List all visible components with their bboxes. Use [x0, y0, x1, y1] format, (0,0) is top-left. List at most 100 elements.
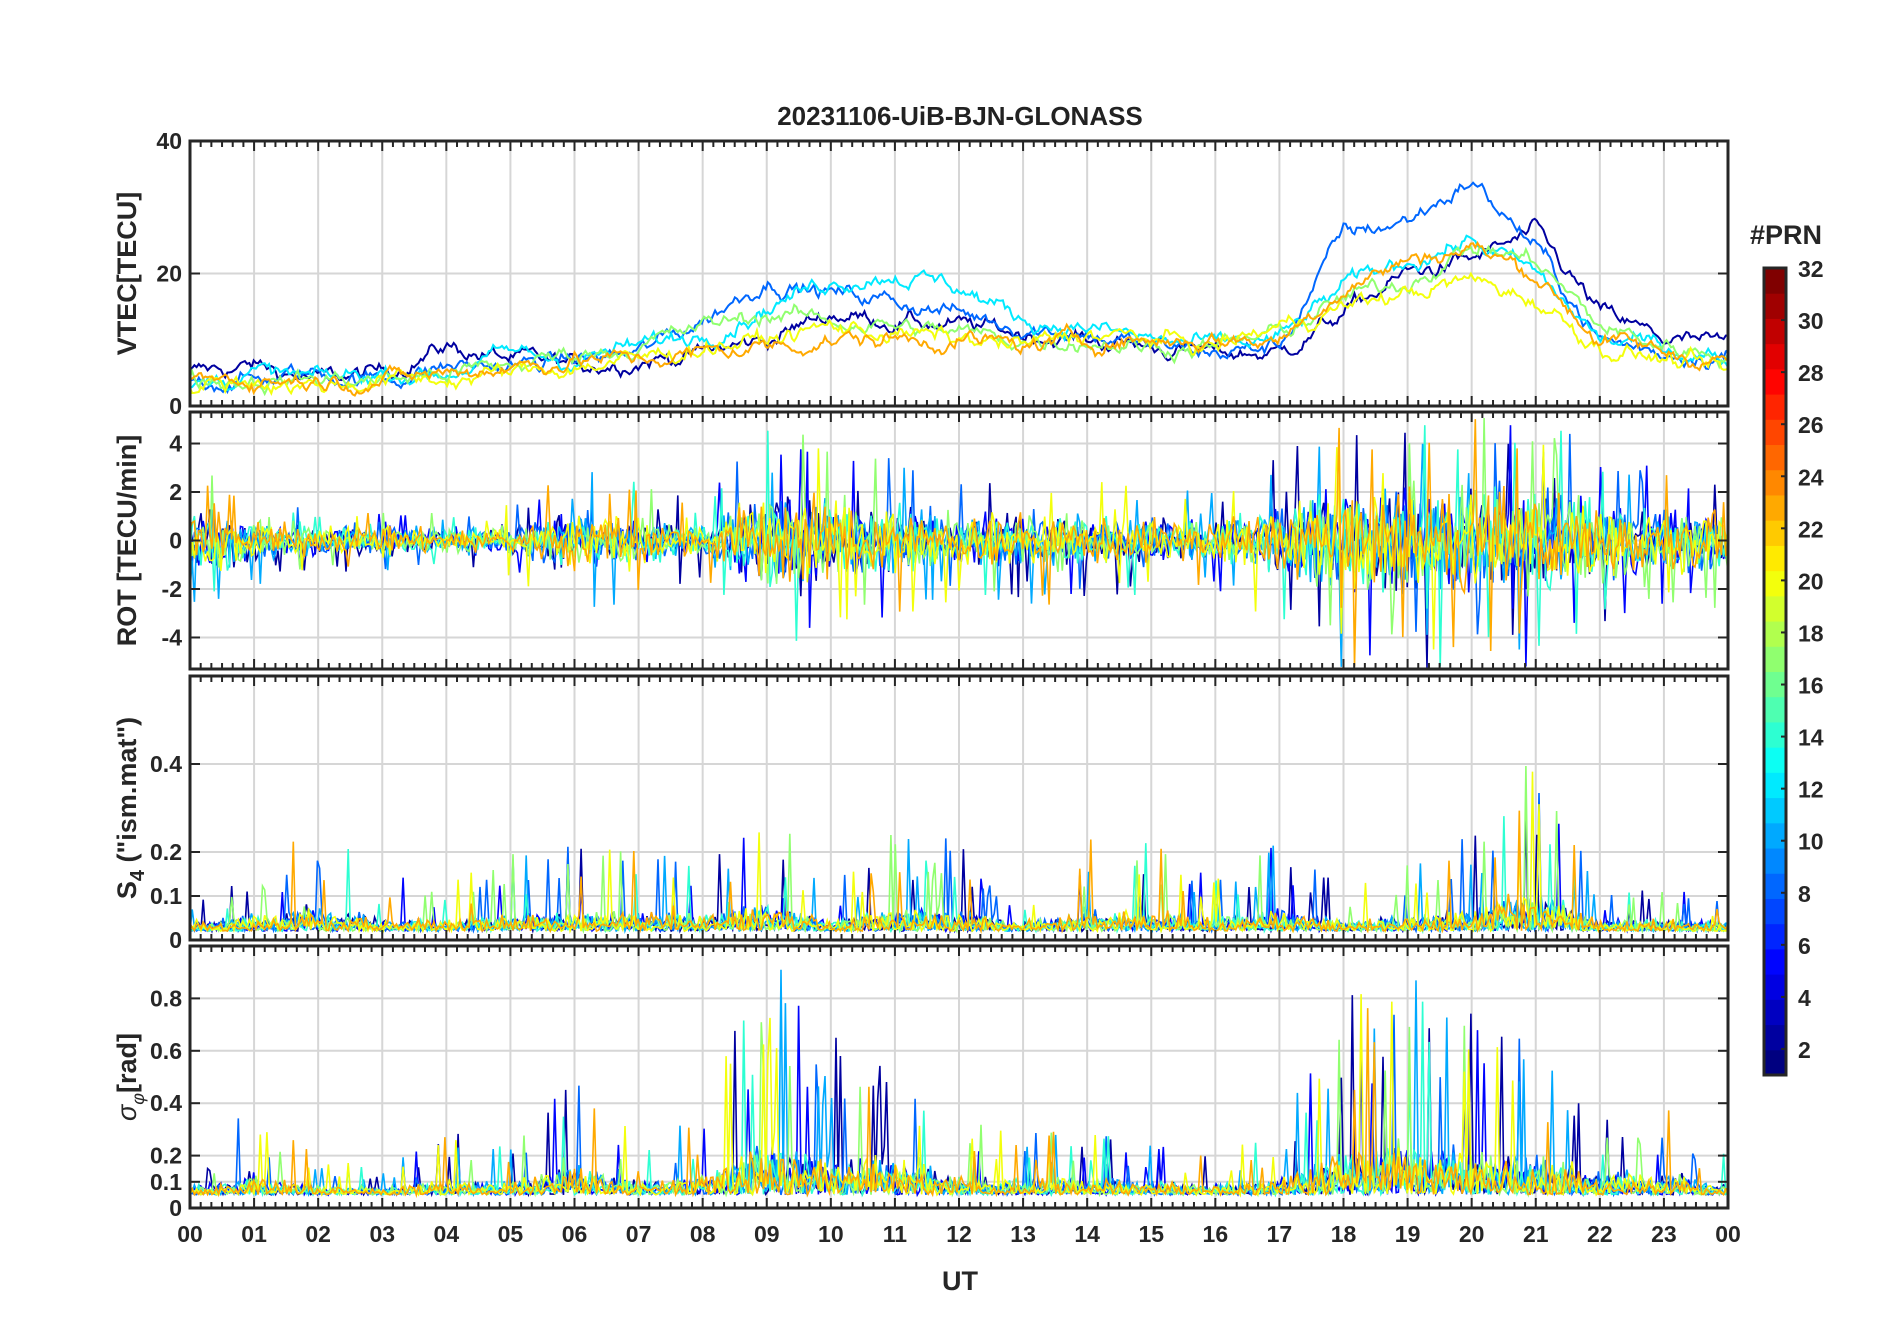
colorbar-segment — [1764, 394, 1786, 420]
colorbar-tick-label: 28 — [1798, 360, 1824, 386]
y-tick-label: 4 — [169, 431, 182, 457]
colorbar-tick-label: 12 — [1798, 777, 1824, 803]
colorbar-tick-label: 24 — [1798, 464, 1824, 490]
x-tick-label: 18 — [1331, 1221, 1357, 1247]
colorbar-segment — [1764, 545, 1786, 572]
series-line-prn-20 — [190, 994, 1728, 1198]
y-tick-label: 0.1 — [150, 883, 182, 909]
y-tick-label: 0.4 — [150, 1090, 182, 1116]
y-axis-label-rot: ROT [TECU/min] — [112, 435, 142, 646]
y-tick-label: 0 — [169, 927, 182, 953]
colorbar-segment — [1764, 293, 1786, 319]
series-group-vtec — [190, 181, 1728, 397]
x-tick-label: 13 — [1010, 1221, 1036, 1247]
y-tick-label: 0.2 — [150, 839, 182, 865]
y-tick-label: 0 — [169, 393, 182, 419]
x-tick-label: 17 — [1267, 1221, 1293, 1247]
colorbar-segment — [1764, 268, 1786, 294]
colorbar-segment — [1764, 494, 1786, 521]
x-axis-label: UT — [942, 1266, 978, 1296]
axes-frame — [188, 410, 1730, 671]
series-line-prn-23 — [190, 240, 1728, 397]
colorbar-segment — [1764, 469, 1786, 496]
colorbar-tick-label: 22 — [1798, 516, 1824, 542]
colorbar-segment — [1764, 621, 1786, 647]
y-tick-label: 40 — [156, 128, 182, 154]
panel-vtec: 0 20 40 VTEC[TECU] — [112, 128, 1730, 419]
x-tick-label: 01 — [241, 1221, 267, 1247]
x-tick-label: 20 — [1459, 1221, 1485, 1247]
x-tick-label: 19 — [1395, 1221, 1421, 1247]
y-tick-label: 0 — [169, 528, 182, 554]
x-tick-label: 00 — [1715, 1221, 1741, 1247]
colorbar-segment — [1764, 671, 1786, 698]
x-axis: UT 00 01 02 03 04 05 06 07 08 09 10 11 12 13 14 15 16 17 1… — [177, 1221, 1741, 1296]
panel-rot: -4 -2 0 2 4 ROT [TECU/min] — [112, 410, 1730, 671]
colorbar-segment — [1764, 343, 1786, 370]
colorbar-segment — [1764, 974, 1786, 1000]
y-tick-label: -4 — [162, 624, 183, 650]
colorbar-tick-label: 10 — [1798, 829, 1824, 855]
x-tick-label: 08 — [690, 1221, 716, 1247]
x-tick-label: 12 — [946, 1221, 972, 1247]
y-tick-label: 0.8 — [150, 985, 182, 1011]
x-tick-label: 11 — [883, 1221, 908, 1247]
axes-frame — [188, 139, 1730, 408]
colorbar-segment — [1764, 419, 1786, 446]
colorbar-tick-label: 6 — [1798, 933, 1811, 959]
series-line-prn-12 — [190, 234, 1728, 392]
colorbar-tick-label: 32 — [1798, 256, 1824, 282]
colorbar-segment — [1764, 520, 1786, 546]
colorbar-segment — [1764, 797, 1786, 824]
x-tick-label: 10 — [818, 1221, 844, 1247]
x-tick-label: 21 — [1523, 1221, 1549, 1247]
colorbar-segment — [1764, 999, 1786, 1026]
x-tick-label: 02 — [305, 1221, 331, 1247]
y-tick-label: 0.2 — [150, 1143, 182, 1169]
colorbar-segment — [1764, 595, 1786, 622]
colorbar-segment — [1764, 646, 1786, 672]
series-line-prn-17 — [190, 417, 1728, 635]
axes-frame — [188, 944, 1730, 1210]
y-tick-label: 0.1 — [150, 1169, 182, 1195]
y-tick-label: -2 — [162, 576, 182, 602]
x-tick-label: 23 — [1651, 1221, 1677, 1247]
y-tick-label: 20 — [156, 261, 182, 287]
colorbar-tick-label: 14 — [1798, 725, 1824, 751]
series-line-prn-20 — [190, 444, 1728, 650]
y-tick-label: 2 — [169, 479, 182, 505]
colorbar-segment — [1764, 368, 1786, 395]
panel-s4: 0 0.1 0.2 0.4S4 ("ism.mat") — [112, 674, 1730, 953]
colorbar-tick-label: 4 — [1798, 985, 1811, 1011]
panel-sigma_phi: 00.10.2 0.4 0.6 0.8σφ[rad] — [112, 944, 1730, 1221]
colorbar-tick-label: 20 — [1798, 568, 1824, 594]
x-tick-label: 05 — [498, 1221, 524, 1247]
x-tick-label: 09 — [754, 1221, 780, 1247]
colorbar-tick-label: 8 — [1798, 881, 1811, 907]
series-line-prn-23 — [190, 419, 1728, 667]
series-line-prn-2 — [190, 217, 1728, 383]
series-line-prn-17 — [190, 244, 1728, 397]
colorbar-segment — [1764, 873, 1786, 899]
colorbar-segment — [1764, 696, 1786, 723]
colorbar-segment — [1764, 318, 1786, 345]
y-tick-label: 0.6 — [150, 1038, 182, 1064]
series-line-prn-20 — [190, 271, 1728, 397]
chart-title: 20231106-UiB-BJN-GLONASS — [777, 101, 1143, 131]
colorbar-label: #PRN — [1750, 220, 1822, 250]
colorbar-segment — [1764, 923, 1786, 950]
colorbar-segment — [1764, 721, 1786, 748]
colorbar-segment — [1764, 948, 1786, 975]
x-tick-label: 16 — [1203, 1221, 1229, 1247]
colorbar-segment — [1764, 822, 1786, 849]
colorbar-segment — [1764, 747, 1786, 773]
grid-vtec — [190, 141, 1728, 406]
colorbar-segment — [1764, 1024, 1786, 1051]
x-tick-label: 06 — [562, 1221, 588, 1247]
colorbar-tick-label: 30 — [1798, 308, 1824, 334]
y-tick-label: 0.4 — [150, 751, 182, 777]
ticks-rot — [189, 412, 1729, 669]
y-axis-label-vtec: VTEC[TECU] — [112, 192, 142, 356]
colorbar-tick-label: 16 — [1798, 673, 1824, 699]
